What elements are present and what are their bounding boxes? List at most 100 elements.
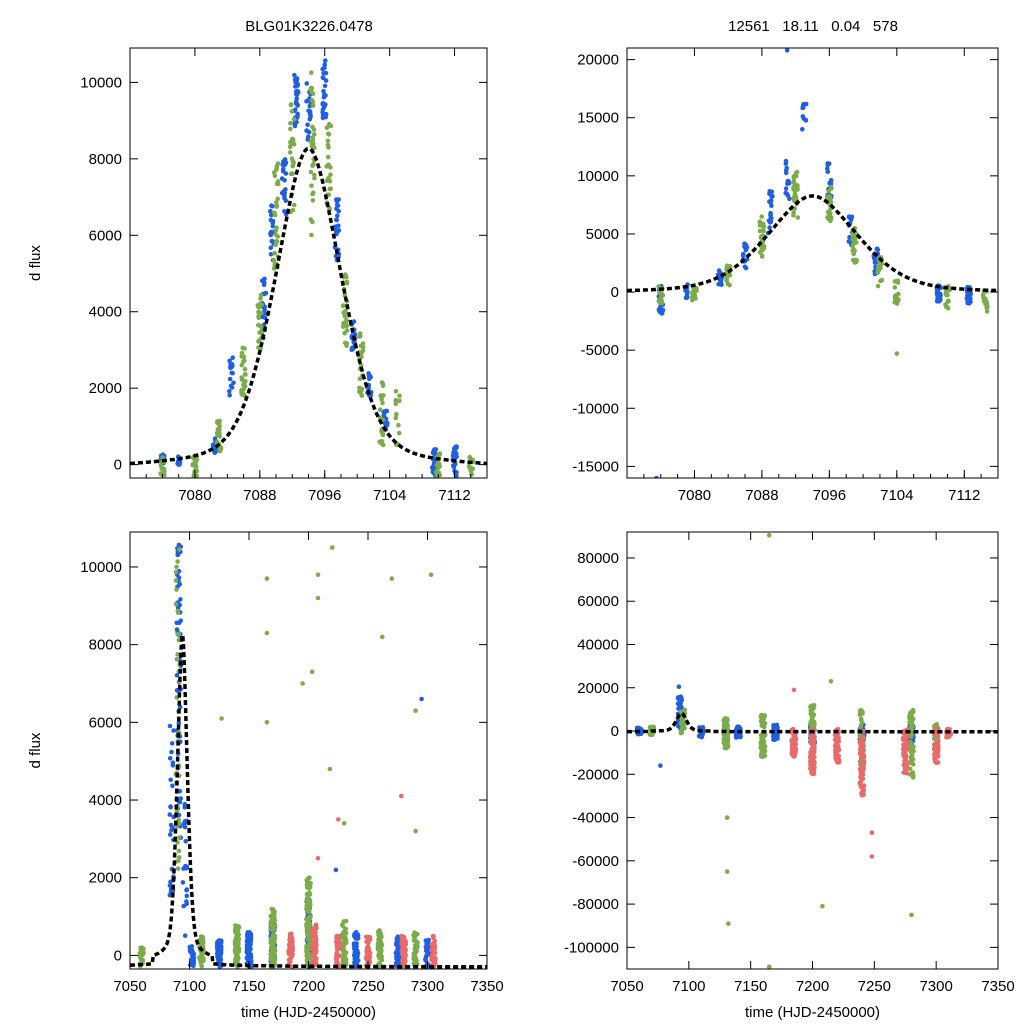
data-point-green xyxy=(174,657,180,662)
data-point-green xyxy=(174,564,179,570)
data-point-green xyxy=(909,720,914,725)
y-tick-label: -80000 xyxy=(572,896,619,913)
data-point-green xyxy=(909,725,914,731)
data-point-red xyxy=(860,772,866,778)
data-point-green xyxy=(809,713,815,719)
data-point-blue xyxy=(429,465,435,471)
data-point-green xyxy=(724,716,730,722)
data-point-green xyxy=(272,173,278,179)
data-point-green xyxy=(327,178,333,184)
data-point-blue xyxy=(190,962,195,968)
data-point-green xyxy=(808,720,813,725)
data-point-blue xyxy=(875,247,881,253)
data-point-red xyxy=(334,956,340,962)
data-point-red xyxy=(365,935,371,941)
x-tick-label: 7096 xyxy=(308,487,341,504)
data-point-blue xyxy=(353,934,358,940)
data-point-green xyxy=(233,956,238,962)
plot-area xyxy=(627,48,998,478)
data-point-green xyxy=(359,386,365,392)
data-point-blue xyxy=(279,176,285,181)
data-point-green xyxy=(256,314,261,319)
fit-curve xyxy=(627,194,998,293)
data-point-blue xyxy=(676,706,681,711)
x-tick-label: 7080 xyxy=(678,487,711,504)
data-point-blue xyxy=(181,903,186,909)
data-point-green xyxy=(761,743,767,748)
data-point-green xyxy=(198,960,204,965)
data-point-blue xyxy=(281,192,287,197)
data-point-outlier xyxy=(219,716,224,721)
data-point-red xyxy=(314,942,319,948)
data-point-outlier xyxy=(315,856,321,861)
data-point-green xyxy=(760,721,766,727)
data-point-blue xyxy=(230,363,235,369)
data-point-green xyxy=(310,103,316,108)
data-point-red xyxy=(933,741,939,747)
data-point-green xyxy=(414,943,420,949)
data-point-red xyxy=(313,924,319,930)
data-point-blue xyxy=(182,824,188,830)
data-point-green xyxy=(272,936,278,942)
data-point-green xyxy=(309,232,314,238)
data-point-green xyxy=(983,301,988,307)
data-point-blue xyxy=(322,92,327,97)
panel-bottom-left: 7050 7100 7150 7200 7250 7300 7350 0 2000 4000 600… xyxy=(27,531,504,1021)
data-point-outlier xyxy=(327,766,333,772)
data-point-green xyxy=(161,466,166,472)
data-point-blue xyxy=(170,783,175,789)
data-point-blue xyxy=(231,380,236,386)
data-point-green xyxy=(377,439,382,445)
data-point-blue xyxy=(771,723,776,729)
data-point-green xyxy=(241,359,246,365)
data-point-red xyxy=(808,751,814,757)
x-tick-label: 7300 xyxy=(919,978,952,995)
data-point-green xyxy=(239,350,245,356)
data-point-green xyxy=(825,194,831,200)
data-point-green xyxy=(875,283,881,289)
data-point-blue xyxy=(828,178,834,183)
x-tick-label: 7150 xyxy=(232,978,265,995)
data-point-outlier xyxy=(766,532,772,538)
data-point-blue xyxy=(719,282,724,288)
data-point-green xyxy=(984,305,989,311)
data-point-green xyxy=(758,714,764,719)
data-point-green xyxy=(791,213,796,218)
data-point-green xyxy=(793,173,799,179)
data-point-outlier xyxy=(413,708,418,713)
data-point-blue xyxy=(294,76,300,81)
y-tick-label: 0 xyxy=(114,947,122,964)
data-point-blue xyxy=(293,100,299,106)
data-point-green xyxy=(290,163,296,169)
data-point-green xyxy=(378,951,384,956)
y-tick-label: 20000 xyxy=(577,52,619,69)
data-point-outlier xyxy=(724,869,730,874)
data-point-outlier xyxy=(726,921,731,926)
data-point-red xyxy=(290,951,295,957)
data-point-blue xyxy=(395,959,401,964)
data-point-blue xyxy=(270,220,276,226)
data-point-red xyxy=(401,961,406,967)
x-tick-label: 7080 xyxy=(178,487,211,504)
data-point-green xyxy=(850,243,855,248)
y-tick-label: 6000 xyxy=(89,227,122,244)
data-point-red xyxy=(810,763,815,768)
data-point-blue xyxy=(453,471,458,477)
data-point-blue xyxy=(304,98,309,104)
data-point-green xyxy=(270,910,276,916)
data-point-blue xyxy=(169,749,174,755)
data-point-green xyxy=(380,383,386,389)
x-tick-label: 7050 xyxy=(113,978,146,995)
data-point-outlier xyxy=(820,904,825,909)
data-point-green xyxy=(190,461,196,467)
data-point-blue xyxy=(395,934,401,939)
data-point-green xyxy=(234,935,240,941)
data-point-blue xyxy=(381,409,387,414)
data-point-red xyxy=(288,956,294,961)
panel-bottom-right: 7050 7100 7150 7200 7250 7300 7350 -100000 -8000… xyxy=(564,531,1015,1021)
data-point-red xyxy=(901,747,906,753)
data-point-green xyxy=(175,866,181,871)
x-tick-label: 7096 xyxy=(813,487,846,504)
data-point-outlier xyxy=(766,964,772,969)
